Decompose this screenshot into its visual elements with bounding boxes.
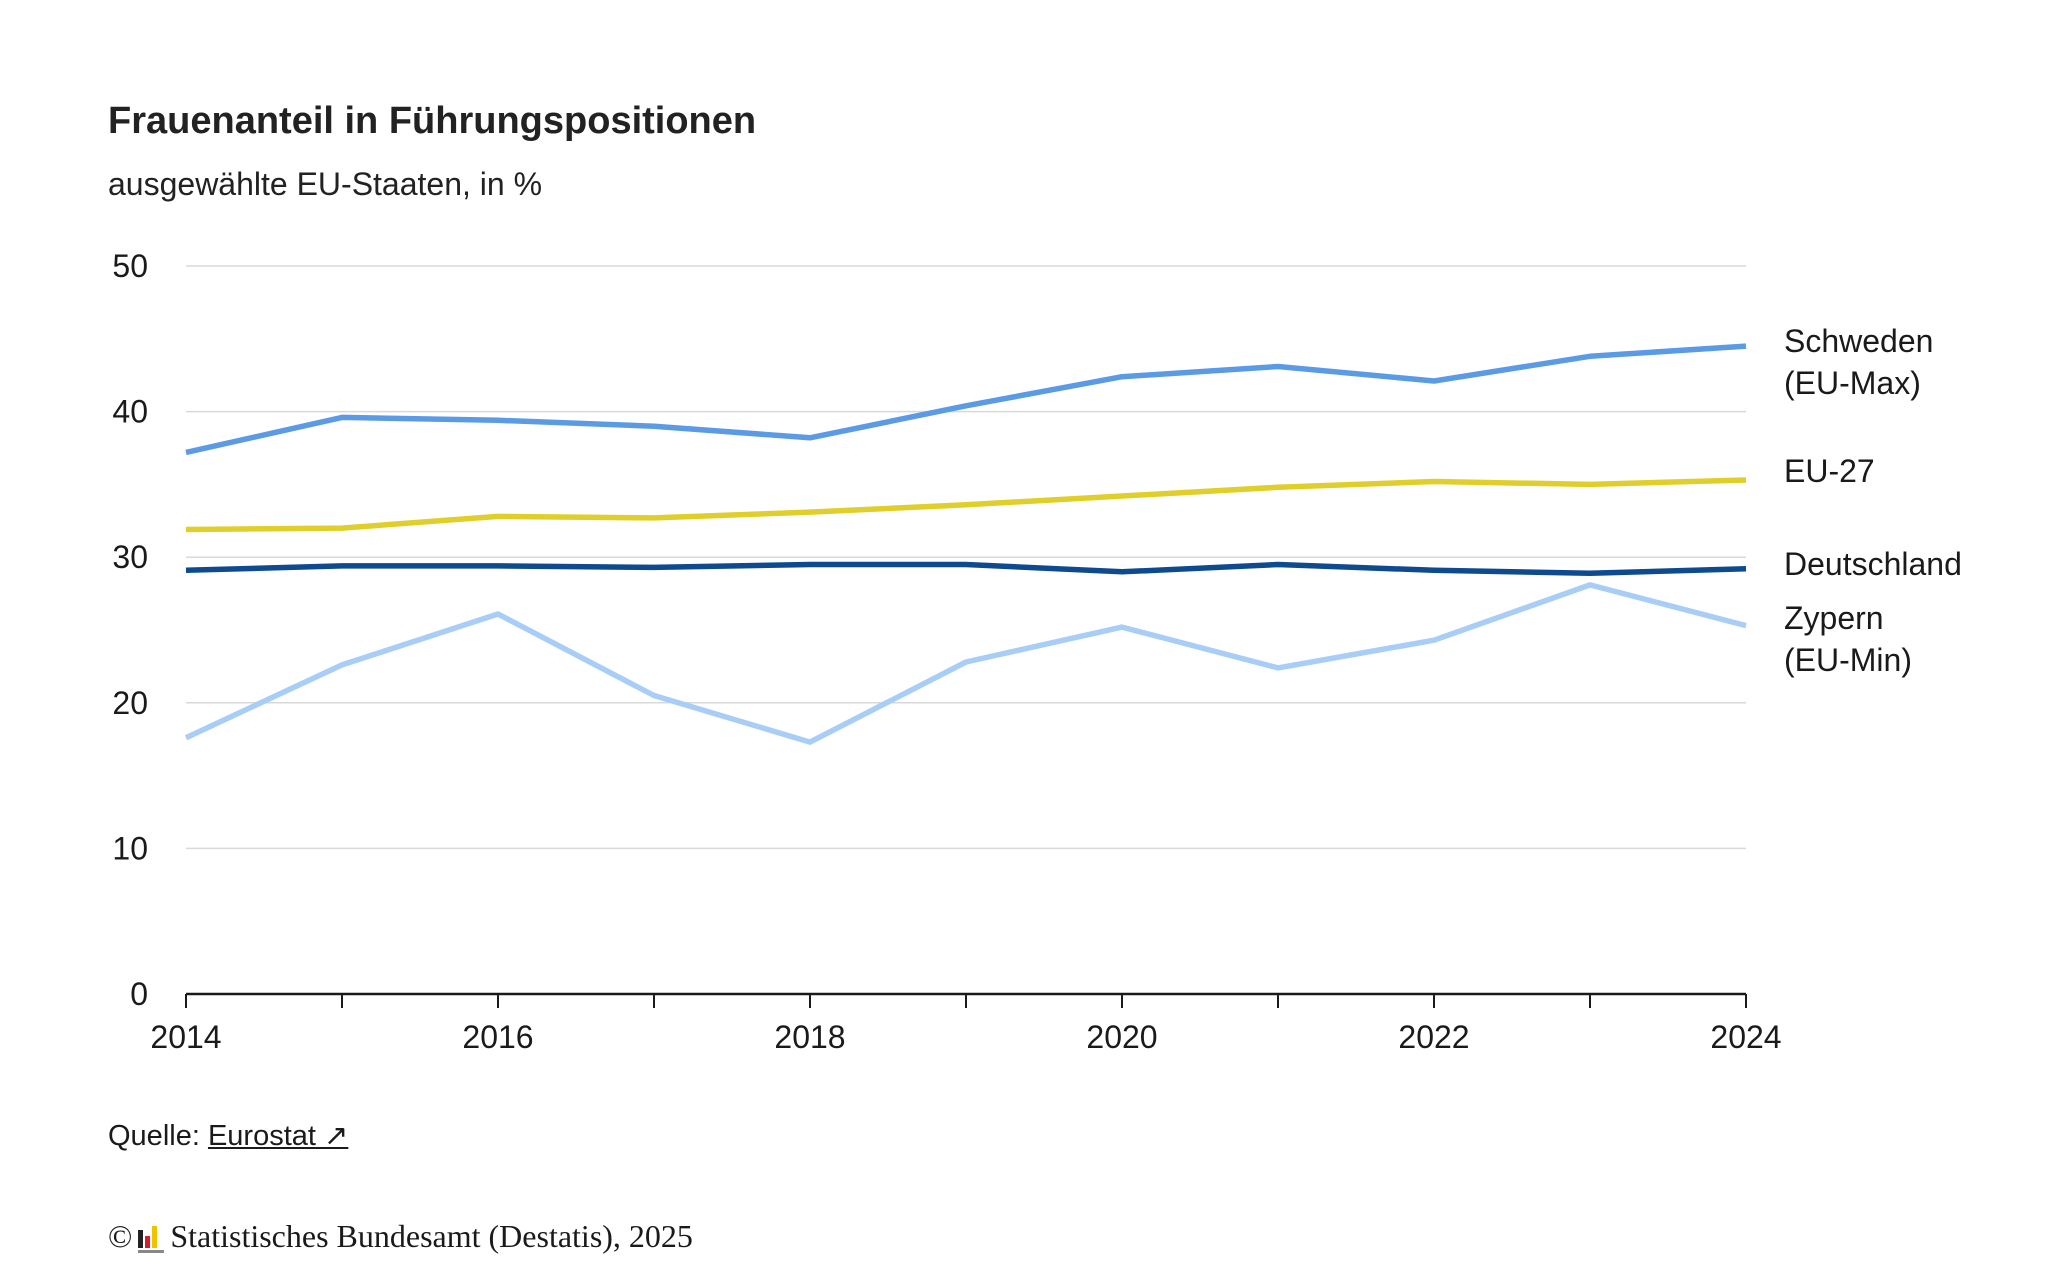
- x-tick-label-2014: 2014: [150, 1019, 221, 1055]
- y-tick-label-50: 50: [112, 248, 148, 284]
- grid-lines: [186, 265, 1746, 850]
- chart-title: Frauenanteil in Führungspositionen: [108, 100, 757, 142]
- series-label-deutschland-0: Deutschland: [1784, 546, 1962, 582]
- y-tick-label-10: 10: [112, 830, 148, 866]
- series-label-schweden-eu-max--0: Schweden: [1784, 323, 1933, 359]
- y-tick-label-30: 30: [112, 539, 148, 575]
- copyright-line: © Statistisches Bundesamt (Destatis), 20…: [108, 1218, 693, 1255]
- series-line-schweden-eu-max-: [185, 343, 1747, 456]
- y-tick-label-20: 20: [112, 685, 148, 721]
- chart-subtitle: ausgewählte EU-Staaten, in %: [108, 166, 543, 202]
- x-tick-label-2018: 2018: [774, 1019, 845, 1055]
- series-labels: Schweden (EU-Max) EU-27 Deutschland Zypern (E…: [1784, 323, 1962, 678]
- y-tick-label-40: 40: [112, 394, 148, 430]
- eurostat-link[interactable]: Eurostat ↗: [207, 1120, 349, 1152]
- destatis-logo-icon: [138, 1225, 165, 1253]
- copyright-symbol: ©: [108, 1218, 133, 1254]
- series-line-eu-27: [185, 477, 1747, 533]
- series-line-zypern-eu-min-: [184, 582, 1747, 745]
- x-tick-label-2024: 2024: [1710, 1019, 1781, 1055]
- source-line: Quelle: Eurostat ↗: [108, 1118, 348, 1153]
- x-axis: 2014 2016 2018 2020 2022 2024: [150, 992, 1782, 1055]
- series-label-schweden-eu-max--1: (EU-Max): [1784, 365, 1921, 401]
- series-line-deutschland: [185, 561, 1747, 576]
- x-tick-label-2016: 2016: [462, 1019, 533, 1055]
- x-tick-label-2022: 2022: [1398, 1019, 1469, 1055]
- series-lines: [184, 343, 1747, 745]
- x-tick-label-2020: 2020: [1086, 1019, 1157, 1055]
- series-label-zypern-eu-min--0: Zypern: [1784, 600, 1884, 636]
- y-axis-tick-labels: 0 10 20 30 40 50: [112, 248, 148, 1012]
- external-link-icon: ↗: [324, 1120, 349, 1152]
- copyright-text: Statistisches Bundesamt (Destatis), 2025: [170, 1218, 693, 1254]
- line-chart: 0 10 20 30 40 50 2014 2016 2018 2020 2022 2024 Sch…: [112, 248, 1962, 1055]
- series-label-eu-27-0: EU-27: [1784, 453, 1875, 489]
- source-prefix: Quelle:: [108, 1120, 208, 1152]
- y-tick-label-0: 0: [130, 976, 148, 1012]
- series-label-zypern-eu-min--1: (EU-Min): [1784, 642, 1912, 678]
